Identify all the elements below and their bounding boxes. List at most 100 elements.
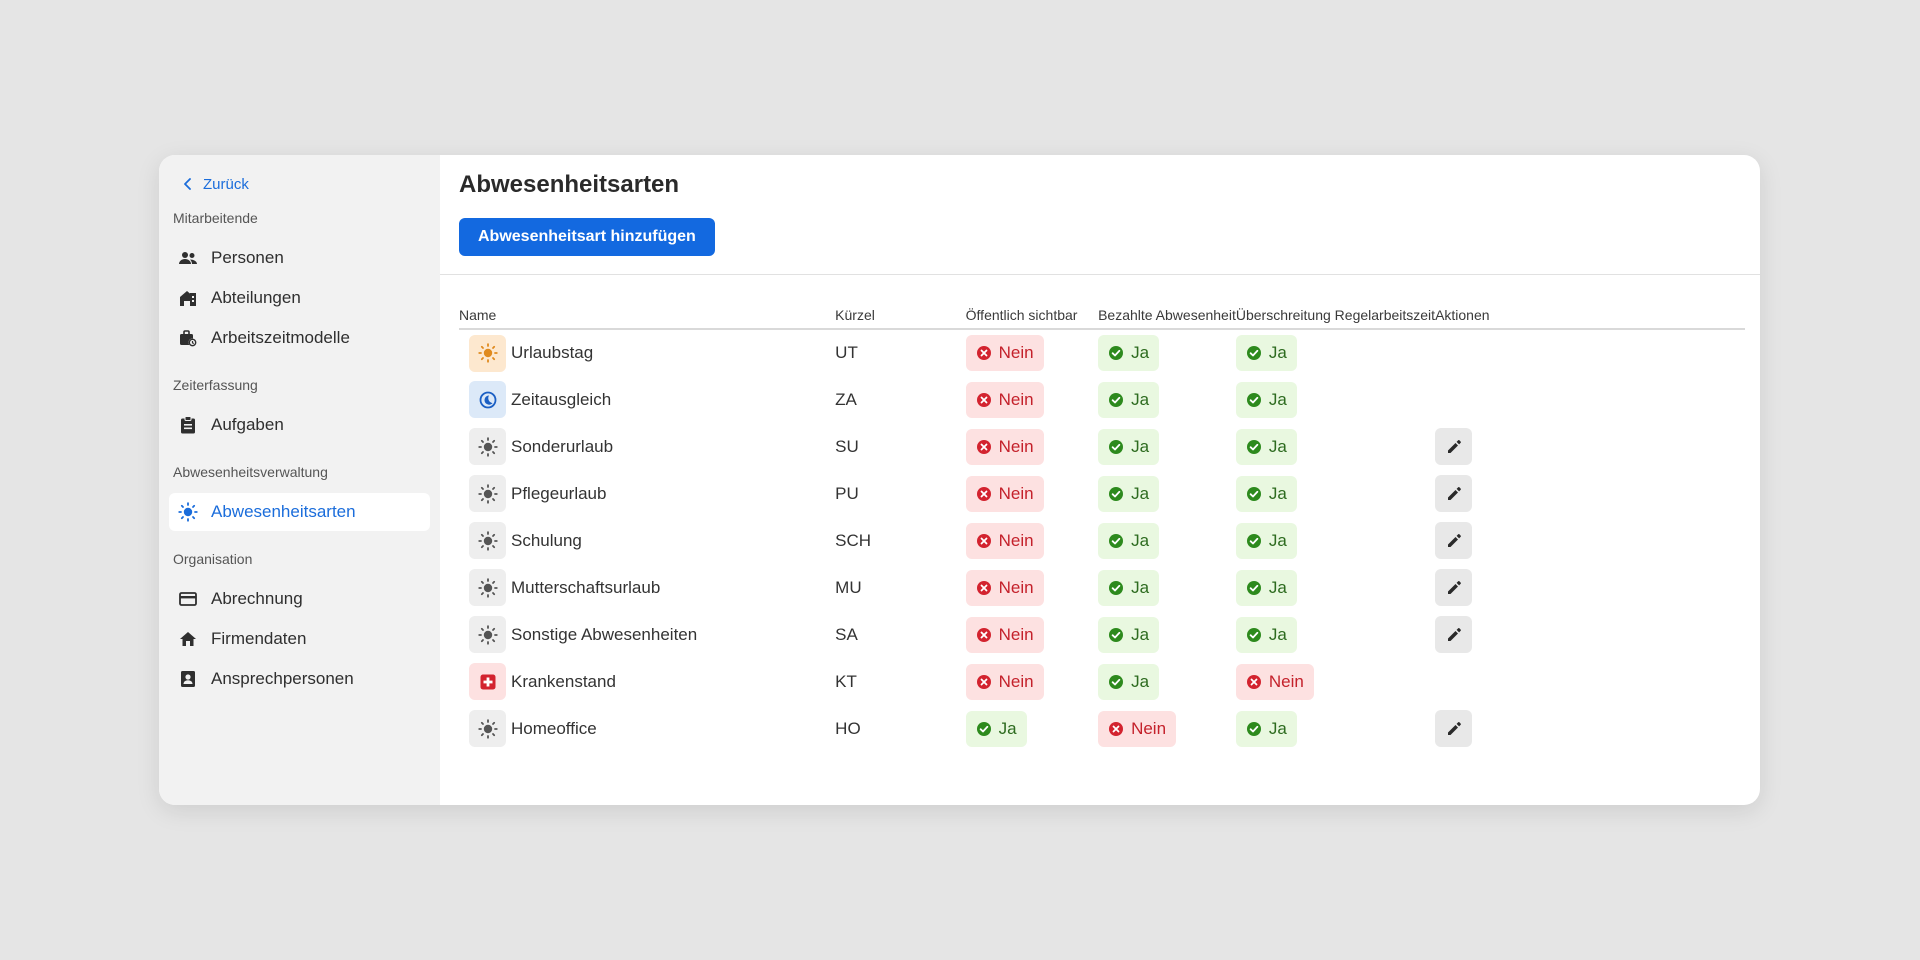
- badge-label: Nein: [998, 483, 1034, 503]
- overtime-status-badge: Ja: [1235, 428, 1297, 465]
- sidebar-item-arbeitszeitmodelle[interactable]: Arbeitszeitmodelle: [169, 319, 430, 357]
- sidebar-item-ansprechpersonen[interactable]: Ansprechpersonen: [169, 660, 430, 698]
- cell-actions: [1435, 329, 1745, 376]
- cell-name: Schulung: [459, 517, 835, 564]
- paid-status-badge: Ja: [1098, 663, 1160, 700]
- cell-name: Mutterschaftsurlaub: [459, 564, 835, 611]
- public-status-badge: Nein: [965, 381, 1044, 418]
- credit-card-icon: [178, 589, 198, 609]
- overtime-status-badge: Ja: [1235, 475, 1297, 512]
- building-icon: [178, 288, 198, 308]
- check-circle-icon: [1246, 627, 1262, 643]
- badge-label: Ja: [1268, 343, 1287, 362]
- back-link[interactable]: Zurück: [169, 171, 430, 197]
- cell-actions: [1435, 611, 1745, 658]
- absence-type-name: Schulung: [511, 530, 582, 550]
- overtime-status-badge: Ja: [1235, 381, 1297, 418]
- check-circle-icon: [1246, 392, 1262, 408]
- sidebar-item-abteilungen[interactable]: Abteilungen: [169, 279, 430, 317]
- absence-type-name: Sonstige Abwesenheiten: [511, 624, 698, 644]
- nav-section-title: Zeiterfassung: [173, 377, 258, 393]
- table-row: Pflegeurlaub PU Nein Ja Ja: [459, 470, 1745, 517]
- cell-public: Nein: [965, 611, 1098, 658]
- pencil-icon: [1446, 533, 1462, 549]
- cell-public: Nein: [965, 423, 1098, 470]
- sidebar-item-personen[interactable]: Personen: [169, 239, 430, 277]
- add-absence-type-button[interactable]: Abwesenheitsart hinzufügen: [459, 218, 715, 256]
- app-window: Zurück Mitarbeitende Personen Abteilungen A…: [159, 155, 1760, 805]
- paid-status-badge: Ja: [1098, 428, 1160, 465]
- badge-label: Nein: [998, 577, 1034, 597]
- check-circle-icon: [976, 721, 992, 737]
- cell-paid: Ja: [1098, 611, 1236, 658]
- overtime-status-badge: Ja: [1235, 710, 1297, 747]
- sidebar-item-firmendaten[interactable]: Firmendaten: [169, 620, 430, 658]
- check-circle-icon: [1246, 533, 1262, 549]
- check-circle-icon: [1246, 439, 1262, 455]
- pencil-icon: [1446, 721, 1462, 737]
- badge-label: Nein: [998, 436, 1034, 456]
- nav-group-spacer: [169, 359, 430, 376]
- x-circle-icon: [976, 486, 992, 502]
- absence-type-name: Mutterschaftsurlaub: [511, 577, 661, 597]
- cell-overtime: Ja: [1235, 423, 1435, 470]
- paid-status-badge: Ja: [1098, 381, 1160, 418]
- main-content: Abwesenheitsarten Abwesenheitsart hinzuf…: [440, 155, 1760, 805]
- absence-type-name: Homeoffice: [511, 718, 597, 738]
- cell-actions: [1435, 517, 1745, 564]
- cell-actions: [1435, 470, 1745, 517]
- cell-public: Nein: [965, 329, 1098, 376]
- sidebar-item-abwesenheitsarten[interactable]: Abwesenheitsarten: [169, 493, 430, 531]
- cell-overtime: Ja: [1235, 470, 1435, 517]
- cell-overtime: Ja: [1235, 329, 1435, 376]
- table-row: Urlaubstag UT Nein Ja Ja: [459, 329, 1745, 376]
- absence-type-name: Urlaubstag: [511, 343, 594, 362]
- cell-actions: [1435, 705, 1745, 752]
- page-title: Abwesenheitsarten: [459, 171, 680, 198]
- cell-public: Nein: [965, 376, 1098, 423]
- badge-label: Ja: [1268, 389, 1287, 409]
- badge-label: Ja: [1131, 671, 1150, 691]
- cell-code: SA: [835, 624, 858, 644]
- check-circle-icon: [1108, 580, 1124, 596]
- cell-paid: Ja: [1098, 517, 1236, 564]
- check-circle-icon: [1108, 674, 1124, 690]
- column-header-code: Kürzel: [835, 305, 966, 330]
- sidebar-item-aufgaben[interactable]: Aufgaben: [169, 406, 430, 444]
- pencil-icon: [1446, 580, 1462, 596]
- badge-label: Ja: [1268, 483, 1287, 503]
- cell-overtime: Ja: [1235, 376, 1435, 423]
- sun-icon: [469, 569, 506, 606]
- cell-public: Nein: [965, 470, 1098, 517]
- cell-overtime: Ja: [1235, 517, 1435, 564]
- edit-button[interactable]: [1435, 475, 1473, 512]
- edit-button[interactable]: [1435, 522, 1473, 559]
- check-circle-icon: [1246, 721, 1262, 737]
- public-status-badge: Nein: [965, 475, 1044, 512]
- cell-code: SU: [835, 436, 859, 456]
- cell-actions: [1435, 376, 1745, 423]
- public-status-badge: Nein: [965, 616, 1044, 653]
- sun-icon: [469, 522, 506, 559]
- cell-public: Nein: [965, 517, 1098, 564]
- cell-paid: Ja: [1098, 658, 1236, 705]
- x-circle-icon: [976, 392, 992, 408]
- badge-label: Ja: [998, 718, 1017, 738]
- edit-button[interactable]: [1435, 428, 1473, 465]
- badge-label: Nein: [1268, 671, 1304, 691]
- edit-button[interactable]: [1435, 616, 1473, 653]
- column-header-name: Name: [459, 305, 836, 330]
- edit-button[interactable]: [1435, 569, 1473, 606]
- check-circle-icon: [1246, 580, 1262, 596]
- x-circle-icon: [976, 439, 992, 455]
- edit-button[interactable]: [1435, 710, 1473, 747]
- cell-name: Homeoffice: [459, 705, 835, 752]
- badge-label: Ja: [1131, 389, 1150, 409]
- table-row: Zeitausgleich ZA Nein Ja Ja: [459, 376, 1745, 423]
- table-row: Krankenstand KT Nein Ja Nein: [459, 658, 1745, 705]
- overtime-status-badge: Ja: [1235, 335, 1297, 371]
- public-status-badge: Nein: [965, 522, 1044, 559]
- sidebar: Zurück Mitarbeitende Personen Abteilungen A…: [159, 155, 440, 805]
- sidebar-item-abrechnung[interactable]: Abrechnung: [169, 580, 430, 618]
- badge-label: Ja: [1131, 343, 1150, 362]
